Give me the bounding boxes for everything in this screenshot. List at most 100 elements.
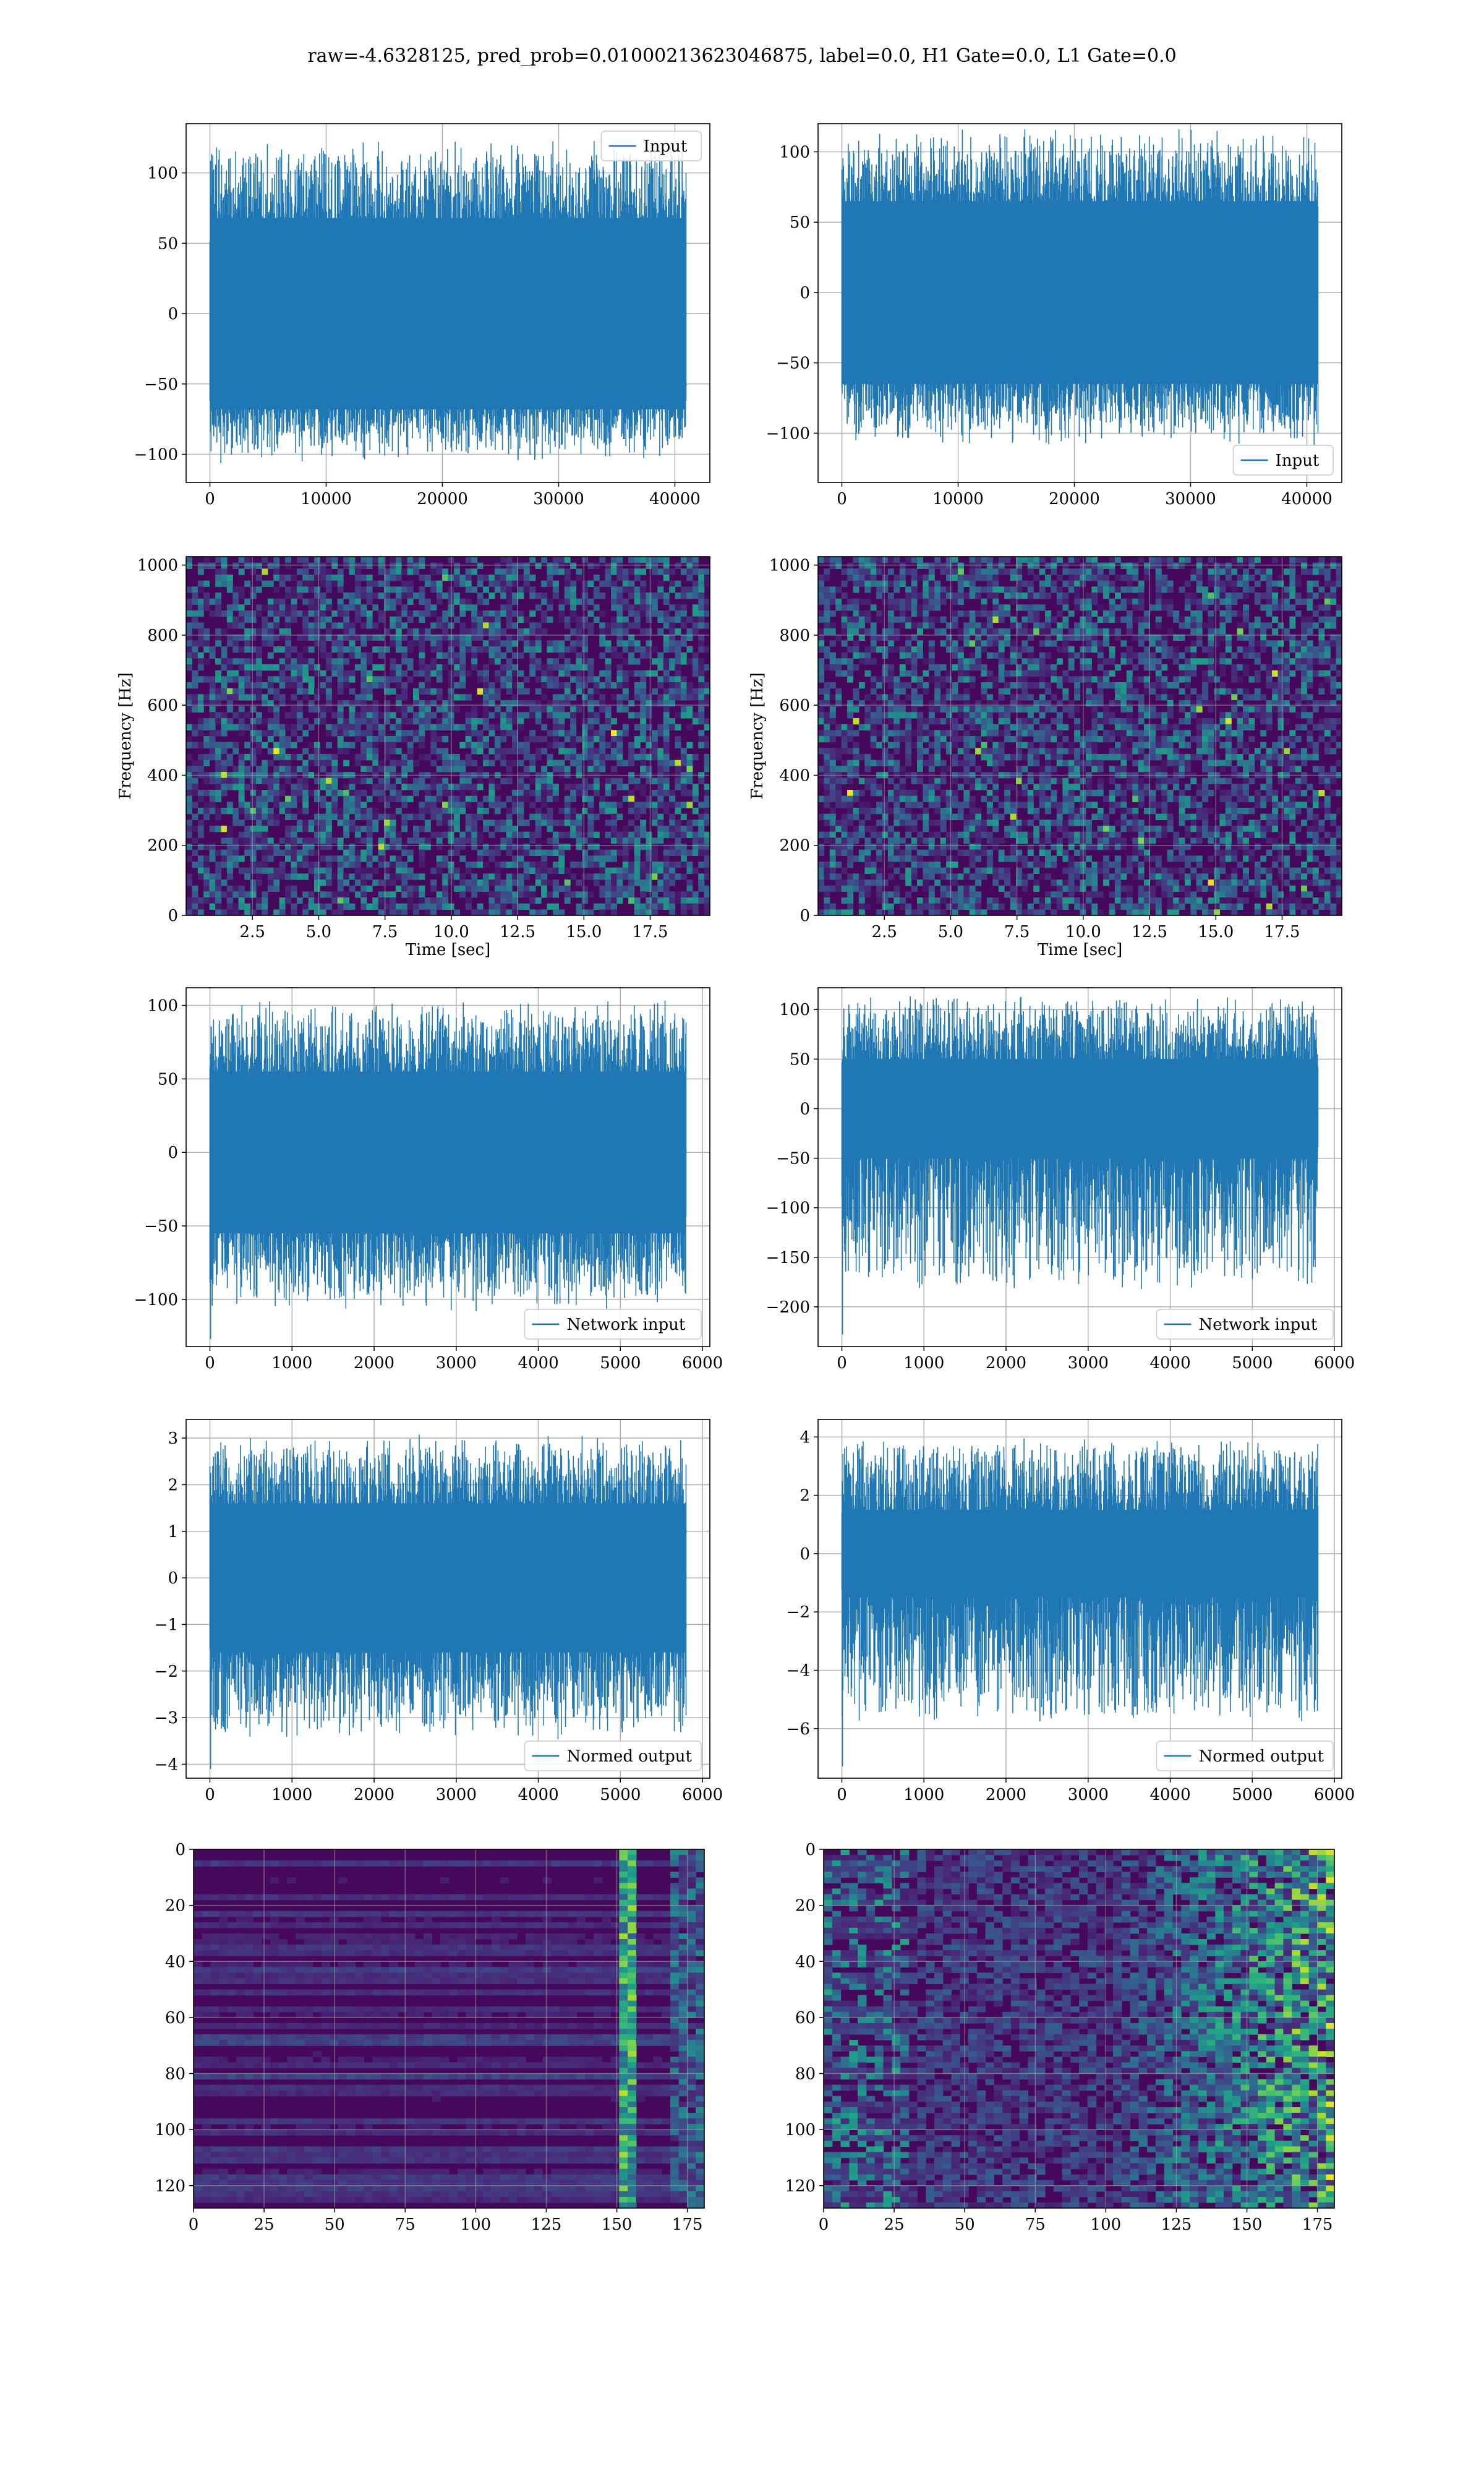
heatmap-cell	[314, 790, 320, 797]
heatmap-cell	[232, 616, 239, 623]
heatmap-cell	[395, 903, 402, 910]
heatmap-cell	[436, 676, 443, 683]
heatmap-cell	[262, 862, 268, 868]
heatmap-cell	[471, 557, 478, 563]
heatmap-cell	[824, 604, 830, 611]
heatmap-cell	[395, 777, 402, 784]
heatmap-cell	[669, 873, 676, 880]
heatmap-cell	[442, 777, 449, 784]
heatmap-cell	[605, 784, 612, 790]
heatmap-cell	[279, 873, 286, 880]
heatmap-cell	[605, 646, 612, 653]
heatmap-cell	[424, 784, 431, 790]
heatmap-cell	[285, 593, 291, 599]
heatmap-cell	[518, 718, 524, 725]
heatmap-cell	[488, 688, 495, 695]
heatmap-cell	[611, 694, 617, 701]
heatmap-cell	[1016, 849, 1022, 856]
heatmap-cell	[570, 640, 577, 647]
heatmap-cell	[818, 628, 824, 635]
heatmap-cell	[459, 891, 466, 898]
heatmap-cell	[969, 616, 976, 623]
heatmap-cell	[587, 700, 594, 707]
heatmap-cell	[518, 742, 524, 748]
heatmap-cell	[186, 820, 192, 826]
heatmap-cell	[946, 688, 952, 695]
heatmap-cell	[343, 718, 350, 725]
heatmap-cell	[824, 718, 830, 725]
heatmap-cell	[308, 562, 315, 569]
heatmap-cell	[436, 837, 443, 844]
heatmap-cell	[582, 831, 588, 838]
heatmap-cell	[244, 557, 251, 563]
heatmap-cell	[221, 580, 228, 587]
heatmap-cell	[587, 855, 594, 862]
heatmap-cell	[1004, 718, 1011, 725]
heatmap-cell	[279, 867, 286, 874]
heatmap-cell	[512, 652, 518, 659]
heatmap-cell	[552, 880, 559, 886]
heatmap-cell	[692, 712, 699, 719]
heatmap-cell	[285, 844, 291, 850]
x-tick-label: 15.0	[566, 923, 602, 941]
heatmap-cell	[946, 802, 952, 808]
heatmap-cell	[273, 562, 280, 569]
heatmap-cell	[314, 593, 320, 599]
heatmap-cell	[587, 610, 594, 617]
heatmap-cell	[616, 610, 623, 617]
heatmap-cell	[911, 622, 918, 629]
heatmap-cell	[395, 795, 402, 802]
heatmap-cell	[372, 826, 379, 833]
heatmap-cell	[698, 676, 705, 683]
heatmap-cell	[192, 784, 198, 790]
heatmap-cell	[430, 610, 437, 617]
heatmap-cell	[680, 748, 687, 755]
heatmap-cell	[864, 694, 871, 701]
heatmap-cell	[704, 849, 710, 856]
heatmap-cell	[459, 766, 466, 773]
heatmap-cell	[238, 610, 245, 617]
heatmap-cell	[829, 610, 836, 617]
heatmap-cell	[244, 694, 251, 701]
heatmap-cell	[818, 867, 824, 874]
heatmap-cell	[899, 862, 906, 868]
heatmap-cell	[853, 790, 859, 797]
heatmap-cell	[940, 718, 947, 725]
heatmap-cell	[186, 897, 192, 904]
heatmap-cell	[413, 736, 419, 743]
heatmap-cell	[291, 593, 297, 599]
heatmap-cell	[657, 700, 664, 707]
heatmap-cell	[599, 724, 606, 730]
heatmap-cell	[616, 802, 623, 808]
heatmap-cell	[952, 891, 958, 898]
heatmap-cell	[616, 622, 623, 629]
heatmap-cell	[818, 844, 824, 850]
heatmap-cell	[686, 586, 693, 593]
heatmap-cell	[384, 867, 390, 874]
heatmap-cell	[853, 580, 859, 587]
heatmap-cell	[651, 849, 658, 856]
heatmap-cell	[320, 844, 326, 850]
heatmap-cell	[407, 658, 414, 665]
heatmap-cell	[992, 826, 999, 833]
heatmap-cell	[285, 634, 291, 641]
heatmap-cell	[407, 748, 414, 755]
heatmap-cell	[576, 628, 582, 635]
heatmap-cell	[197, 664, 204, 671]
heatmap-cell	[279, 837, 286, 844]
heatmap-cell	[986, 706, 993, 713]
heatmap-cell	[858, 903, 865, 910]
heatmap-cell	[905, 873, 912, 880]
heatmap-cell	[663, 688, 670, 695]
heatmap-cell	[923, 736, 929, 743]
heatmap-cell	[186, 742, 192, 748]
heatmap-cell	[576, 670, 582, 677]
heatmap-cell	[279, 580, 286, 587]
heatmap-cell	[262, 640, 268, 647]
heatmap-cell	[870, 646, 877, 653]
axes-frame	[186, 123, 710, 483]
heatmap-cell	[314, 867, 320, 874]
heatmap-cell	[314, 670, 320, 677]
heatmap-cell	[587, 664, 594, 671]
heatmap-cell	[876, 844, 883, 850]
